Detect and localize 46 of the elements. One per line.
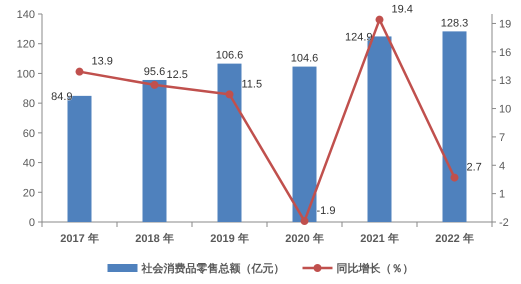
x-tick-label: 2020 年	[285, 232, 324, 245]
y2-tick-label: 10	[499, 104, 512, 116]
legend-label: 社会消费品零售总额（亿元）	[140, 262, 284, 275]
y-tick-label: 140	[16, 9, 35, 21]
data-label: 19.4	[392, 4, 413, 16]
y-tick-label: 100	[16, 68, 35, 80]
y2-tick-label: 7	[499, 132, 506, 144]
y-tick-label: 20	[22, 187, 35, 200]
x-tick-label: 2017 年	[60, 232, 99, 245]
data-label: 12.5	[166, 68, 188, 81]
y-tick-label: 60	[22, 128, 35, 140]
point	[76, 68, 84, 76]
data-label: 84.9	[51, 90, 72, 103]
point	[300, 217, 308, 226]
point	[226, 90, 234, 98]
data-label: 11.5	[242, 78, 262, 90]
legend-label: 同比增长（％）	[336, 262, 414, 275]
point	[450, 174, 458, 182]
data-label: 13.9	[92, 56, 113, 68]
y-tick-label: 120	[16, 38, 35, 51]
x-tick-label: 2019 年	[210, 232, 249, 245]
data-label: 128.3	[440, 17, 468, 30]
data-label: 95.6	[144, 66, 166, 78]
y-tick-label: 80	[22, 98, 35, 110]
y2-tick-label: 1	[499, 188, 506, 201]
x-tick-label: 2018 年	[135, 232, 174, 245]
y-tick-label: 40	[22, 158, 35, 170]
x-tick-label: 2021 年	[360, 232, 399, 245]
data-label: 104.6	[290, 52, 318, 65]
point	[376, 16, 384, 24]
y-tick-label: 0	[28, 217, 35, 229]
y2-tick-label: 4	[499, 160, 506, 172]
x-tick-label: 2022 年	[435, 232, 474, 245]
y2-tick-label: 13	[499, 75, 512, 88]
data-label: 2.7	[466, 162, 482, 174]
y2-tick-label: 19	[499, 18, 512, 30]
data-label: 124.9	[344, 31, 372, 44]
data-label: 106.6	[216, 50, 244, 62]
y2-tick-label: 16	[499, 46, 512, 59]
bar	[292, 66, 316, 222]
data-label: -1.9	[316, 205, 336, 218]
bar	[142, 80, 166, 222]
bar	[218, 64, 242, 222]
point	[150, 80, 158, 89]
bar	[442, 31, 466, 222]
y2-tick-label: -2	[499, 217, 509, 229]
